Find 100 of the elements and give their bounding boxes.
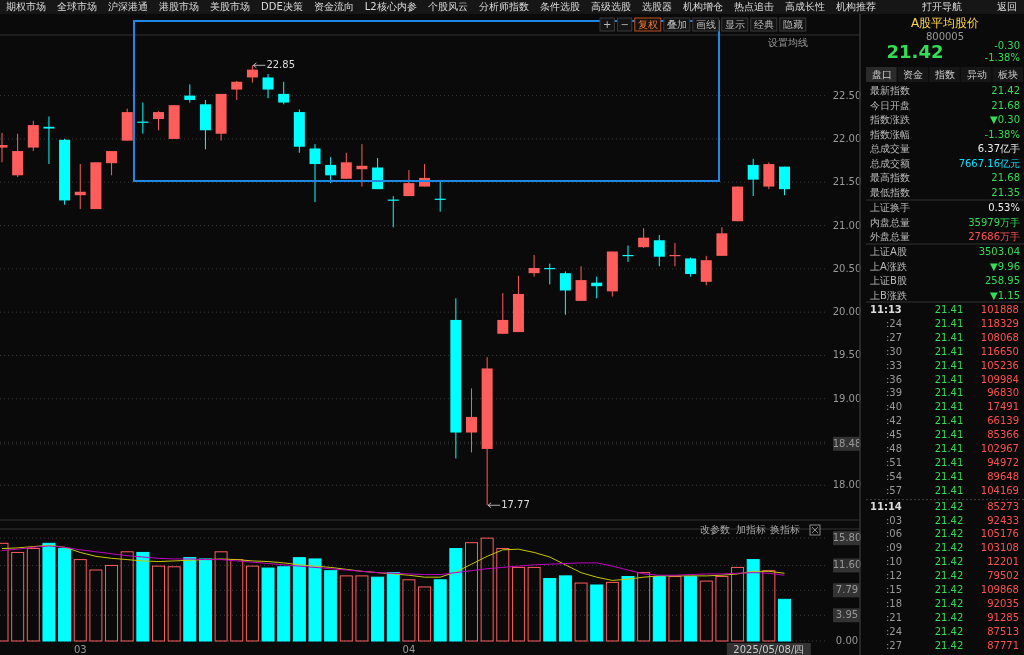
candlestick xyxy=(184,83,196,104)
text: 21.41 xyxy=(934,470,964,482)
text: 21.41 xyxy=(934,415,964,427)
text: 叠加 xyxy=(666,18,687,30)
bar xyxy=(715,576,729,642)
y-tick-label: 19.50 xyxy=(832,349,862,361)
bar xyxy=(292,557,306,642)
bar xyxy=(105,564,119,642)
bar xyxy=(621,576,635,642)
text: 104169 xyxy=(980,484,1019,496)
annotation: 22.85 xyxy=(266,59,296,71)
text: 上证换手 xyxy=(870,202,910,213)
text: 高成长性 xyxy=(784,1,825,12)
text: 最新指数 xyxy=(870,85,910,96)
candlestick xyxy=(325,156,337,184)
text: 条件选股 xyxy=(539,1,580,12)
candlestick xyxy=(153,110,164,131)
text: + xyxy=(603,18,612,30)
text: 外盘总量 xyxy=(870,231,910,242)
bar xyxy=(339,575,353,642)
text: 800005 xyxy=(925,31,965,42)
bar xyxy=(214,551,228,642)
candlestick xyxy=(497,292,509,335)
text: 上B涨跌 xyxy=(870,289,907,301)
bar xyxy=(652,576,666,642)
text: :18 xyxy=(885,597,902,609)
text: -1.38% xyxy=(984,52,1020,63)
text: 0.53% xyxy=(988,202,1020,213)
annotation: 加指标 xyxy=(736,524,766,535)
text: 118329 xyxy=(980,317,1019,329)
bar xyxy=(355,575,369,642)
text: 港股市场 xyxy=(159,1,199,12)
y-tick-label: 3.95 xyxy=(835,609,859,621)
bar xyxy=(762,570,776,642)
candlestick xyxy=(278,81,290,105)
bar xyxy=(605,581,619,642)
text: 11:13 xyxy=(870,304,902,315)
y-tick-label: 18.00 xyxy=(832,479,862,491)
text: 指数涨跌 xyxy=(869,114,910,125)
bar xyxy=(746,559,760,642)
y-tick-label: 18.48 xyxy=(832,437,862,449)
text: 92035 xyxy=(987,597,1019,609)
y-tick-label: 21.00 xyxy=(832,219,862,231)
text: 最高指数 xyxy=(870,172,910,183)
bar xyxy=(449,548,463,642)
bar xyxy=(418,586,432,642)
text: 89648 xyxy=(987,470,1019,482)
text: 105236 xyxy=(980,359,1019,371)
text: 21.41 xyxy=(934,331,964,343)
text: 21.35 xyxy=(991,186,1020,198)
text: 11:14 xyxy=(870,500,902,512)
candlestick xyxy=(27,120,39,152)
candlestick xyxy=(340,152,352,180)
text: 7667.16亿元 xyxy=(958,157,1020,169)
text: DDE决策 xyxy=(261,1,303,12)
bar xyxy=(386,572,400,642)
text: 21.42 xyxy=(934,570,964,582)
bar xyxy=(183,557,197,642)
bar xyxy=(11,551,25,642)
bar xyxy=(637,572,651,642)
text: ▼0.30 xyxy=(990,114,1020,125)
bar xyxy=(558,575,572,642)
text: 66139 xyxy=(987,415,1019,427)
text: 6.37亿手 xyxy=(977,143,1020,154)
y-tick-label: 22.00 xyxy=(832,132,862,144)
text: 21.41 xyxy=(934,401,964,413)
text: :30 xyxy=(885,345,902,357)
text: 105176 xyxy=(980,528,1019,540)
bar xyxy=(167,566,181,642)
text: 21.41 xyxy=(934,373,964,385)
text: :24 xyxy=(885,625,902,637)
text: 85273 xyxy=(987,500,1019,512)
text: 21.42 xyxy=(934,556,964,568)
candlestick xyxy=(763,161,775,190)
text: 显示 xyxy=(724,18,745,30)
text: 21.42 xyxy=(934,528,964,540)
bar xyxy=(120,551,134,642)
candlestick xyxy=(779,166,790,196)
text: 上证A股 xyxy=(870,246,907,257)
text: 108068 xyxy=(980,331,1019,343)
text: :51 xyxy=(885,456,902,468)
bar xyxy=(152,565,165,642)
text: -1.38% xyxy=(984,128,1020,140)
y-tick-label: 0.00 xyxy=(835,635,859,646)
text: 21.42 xyxy=(886,41,944,62)
text: 21.41 xyxy=(934,456,964,468)
text: 103108 xyxy=(980,542,1019,554)
text: 21.41 xyxy=(934,317,964,329)
text: 异动 xyxy=(966,69,987,80)
text: 总成交额 xyxy=(869,157,910,169)
text: 92433 xyxy=(987,514,1019,526)
text: 今日开盘 xyxy=(870,99,910,111)
text: 21.42 xyxy=(991,85,1020,96)
bar xyxy=(543,577,557,642)
text: 35979万手 xyxy=(968,216,1020,228)
text: :57 xyxy=(885,484,902,496)
text: 美股市场 xyxy=(210,1,250,12)
bar xyxy=(590,584,604,642)
text: ▼1.15 xyxy=(990,289,1020,301)
text: 12201 xyxy=(987,556,1019,568)
